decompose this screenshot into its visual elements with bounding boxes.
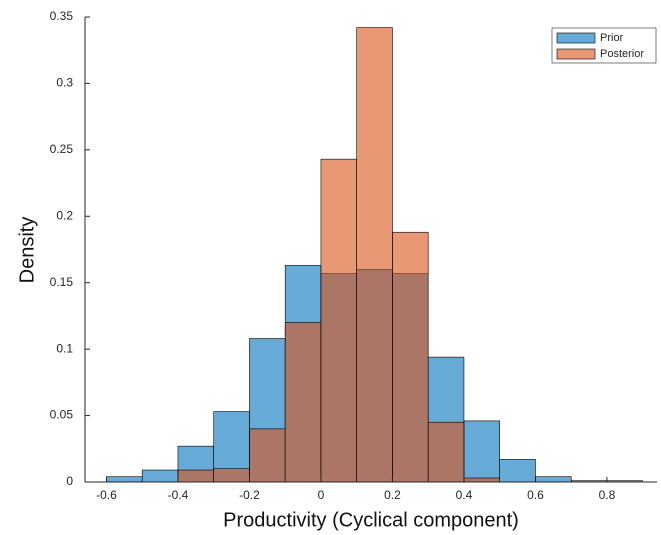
- histogram-bar: [535, 476, 572, 483]
- x-tick-label: 0.6: [527, 488, 544, 502]
- y-tick-label: 0: [66, 474, 73, 488]
- histogram-bar: [463, 420, 501, 483]
- y-tick-label: 0.2: [56, 208, 73, 222]
- histogram-bar: [392, 231, 429, 483]
- histogram-bar: [284, 322, 322, 483]
- y-tick-label: 0.3: [56, 76, 73, 90]
- histogram-bar: [320, 158, 358, 483]
- y-tick-label: 0.15: [50, 275, 74, 289]
- y-tick-label: 0.35: [50, 9, 74, 23]
- legend-label: Posterior: [600, 48, 644, 60]
- x-tick-label: -0.4: [168, 488, 189, 502]
- histogram-bar: [463, 477, 501, 483]
- histogram-bar: [177, 469, 214, 483]
- legend-label: Prior: [600, 32, 624, 44]
- x-tick-label: 0.8: [599, 488, 616, 502]
- histogram-bar: [249, 428, 286, 483]
- histogram-bar: [213, 468, 250, 483]
- x-axis-title: Productivity (Cyclical component): [223, 509, 519, 531]
- y-tick-label: 0.1: [56, 341, 73, 355]
- y-tick-label: 0.05: [50, 408, 74, 422]
- legend-swatch: [556, 48, 596, 60]
- y-axis-title: Density: [16, 217, 38, 284]
- x-tick-label: 0.4: [456, 488, 473, 502]
- x-tick-label: 0: [318, 488, 325, 502]
- x-tick-label: -0.2: [239, 488, 260, 502]
- histogram-bar: [106, 476, 143, 483]
- x-tick-label: -0.6: [96, 488, 117, 502]
- histogram-bar: [499, 459, 536, 483]
- histogram-bar: [427, 421, 465, 483]
- histogram-bar: [356, 27, 393, 483]
- y-tick-label: 0.25: [50, 142, 74, 156]
- histogram-bar: [141, 469, 179, 483]
- x-tick-label: 0.2: [384, 488, 401, 502]
- legend-swatch: [556, 32, 596, 44]
